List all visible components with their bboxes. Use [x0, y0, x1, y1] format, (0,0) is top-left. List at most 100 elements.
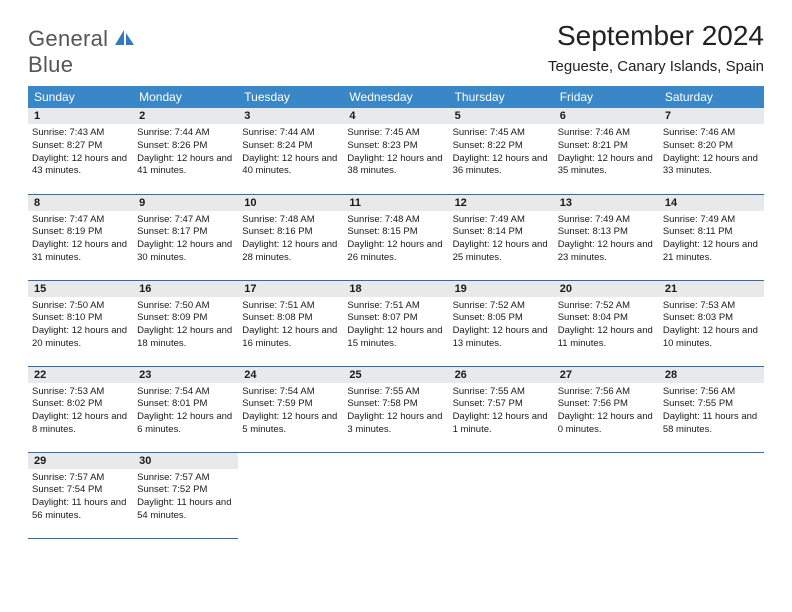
- day-details: Sunrise: 7:48 AMSunset: 8:15 PMDaylight:…: [343, 211, 448, 271]
- sunset-line: Sunset: 8:03 PM: [663, 312, 733, 323]
- daylight-line: Daylight: 12 hours and 0 minutes.: [558, 411, 653, 435]
- sunrise-line: Sunrise: 7:47 AM: [137, 214, 209, 225]
- sunrise-line: Sunrise: 7:44 AM: [242, 127, 314, 138]
- daylight-line: Daylight: 12 hours and 20 minutes.: [32, 325, 127, 349]
- calendar-cell: 25Sunrise: 7:55 AMSunset: 7:58 PMDayligh…: [343, 366, 448, 452]
- sunset-line: Sunset: 8:23 PM: [347, 140, 417, 151]
- day-number: 5: [449, 108, 554, 124]
- location: Tegueste, Canary Islands, Spain: [548, 58, 764, 75]
- daylight-line: Daylight: 12 hours and 30 minutes.: [137, 239, 232, 263]
- calendar-cell: 13Sunrise: 7:49 AMSunset: 8:13 PMDayligh…: [554, 194, 659, 280]
- day-number: 30: [133, 453, 238, 469]
- sunrise-line: Sunrise: 7:45 AM: [453, 127, 525, 138]
- sunset-line: Sunset: 8:27 PM: [32, 140, 102, 151]
- logo: General Blue: [28, 20, 135, 78]
- sunset-line: Sunset: 8:17 PM: [137, 226, 207, 237]
- page-header: General Blue September 2024 Tegueste, Ca…: [28, 20, 764, 78]
- sunset-line: Sunset: 8:10 PM: [32, 312, 102, 323]
- day-details: Sunrise: 7:48 AMSunset: 8:16 PMDaylight:…: [238, 211, 343, 271]
- sunrise-line: Sunrise: 7:53 AM: [32, 386, 104, 397]
- calendar-cell: 4Sunrise: 7:45 AMSunset: 8:23 PMDaylight…: [343, 108, 448, 194]
- calendar-cell: 27 Sunrise: 7:56 AMSunset: 7:56 PM Dayligh…: [554, 366, 659, 452]
- sunset-line: Sunset: 8:08 PM: [242, 312, 312, 323]
- calendar-row: 8Sunrise: 7:47 AMSunset: 8:19 PMDaylight…: [28, 194, 764, 280]
- day-number: 1: [28, 108, 133, 124]
- calendar-cell: 21Sunrise: 7:53 AMSunset: 8:03 PMDayligh…: [659, 280, 764, 366]
- calendar-cell: 26Sunrise: 7:55 AMSunset: 7:57 PMDayligh…: [449, 366, 554, 452]
- day-number: 20: [554, 281, 659, 297]
- calendar-cell: 16Sunrise: 7:50 AMSunset: 8:09 PMDayligh…: [133, 280, 238, 366]
- day-details: Sunrise: 7:46 AMSunset: 8:20 PMDaylight:…: [659, 124, 764, 184]
- sunset-line: Sunset: 8:24 PM: [242, 140, 312, 151]
- day-number: 4: [343, 108, 448, 124]
- sunrise-line: Sunrise: 7:53 AM: [663, 300, 735, 311]
- day-number: 26: [449, 367, 554, 383]
- logo-line2: Blue: [28, 52, 73, 77]
- sunset-line: Sunset: 8:01 PM: [137, 398, 207, 409]
- daylight-line: Daylight: 11 hours and 58 minutes.: [663, 411, 757, 435]
- calendar-cell: 5Sunrise: 7:45 AMSunset: 8:22 PMDaylight…: [449, 108, 554, 194]
- calendar-row: 29Sunrise: 7:57 AMSunset: 7:54 PMDayligh…: [28, 452, 764, 538]
- day-details: Sunrise: 7:47 AMSunset: 8:19 PMDaylight:…: [28, 211, 133, 271]
- sunset-line: Sunset: 8:16 PM: [242, 226, 312, 237]
- daylight-line: Daylight: 12 hours and 8 minutes.: [32, 411, 127, 435]
- day-details: Sunrise: 7:45 AMSunset: 8:22 PMDaylight:…: [449, 124, 554, 184]
- sunrise-line: Sunrise: 7:49 AM: [663, 214, 735, 225]
- sunset-line: Sunset: 8:09 PM: [137, 312, 207, 323]
- sunset-line: Sunset: 7:58 PM: [347, 398, 417, 409]
- calendar-cell: 1Sunrise: 7:43 AMSunset: 8:27 PMDaylight…: [28, 108, 133, 194]
- day-number: 3: [238, 108, 343, 124]
- sunrise-line: Sunrise: 7:51 AM: [347, 300, 419, 311]
- daylight-line: Daylight: 12 hours and 15 minutes.: [347, 325, 442, 349]
- calendar-cell: 12Sunrise: 7:49 AMSunset: 8:14 PMDayligh…: [449, 194, 554, 280]
- sunrise-line: Sunrise: 7:52 AM: [558, 300, 630, 311]
- sunrise-line: Sunrise: 7:47 AM: [32, 214, 104, 225]
- sunset-line: Sunset: 7:57 PM: [453, 398, 523, 409]
- sunrise-line: Sunrise: 7:45 AM: [347, 127, 419, 138]
- weekday-header: Wednesday: [343, 86, 448, 108]
- weekday-header: Tuesday: [238, 86, 343, 108]
- sunset-line: Sunset: 8:11 PM: [663, 226, 733, 237]
- daylight-line: Daylight: 12 hours and 25 minutes.: [453, 239, 548, 263]
- calendar-cell: [659, 452, 764, 538]
- calendar-cell: 2Sunrise: 7:44 AMSunset: 8:26 PMDaylight…: [133, 108, 238, 194]
- day-number: 10: [238, 195, 343, 211]
- daylight-line: Daylight: 12 hours and 28 minutes.: [242, 239, 337, 263]
- calendar-cell: 22Sunrise: 7:53 AMSunset: 8:02 PMDayligh…: [28, 366, 133, 452]
- day-number: 18: [343, 281, 448, 297]
- day-number: 27: [554, 367, 659, 383]
- day-number: 28: [659, 367, 764, 383]
- daylight-line: Daylight: 12 hours and 5 minutes.: [242, 411, 337, 435]
- calendar-cell: [238, 452, 343, 538]
- sunrise-line: Sunrise: 7:56 AM: [558, 386, 630, 397]
- sunrise-line: Sunrise: 7:54 AM: [137, 386, 209, 397]
- calendar-cell: [449, 452, 554, 538]
- daylight-line: Daylight: 12 hours and 36 minutes.: [453, 153, 548, 177]
- day-number: 15: [28, 281, 133, 297]
- sunset-line: Sunset: 7:56 PM: [558, 398, 628, 409]
- day-number: 12: [449, 195, 554, 211]
- day-number: 7: [659, 108, 764, 124]
- calendar-cell: 7Sunrise: 7:46 AMSunset: 8:20 PMDaylight…: [659, 108, 764, 194]
- calendar-cell: 11Sunrise: 7:48 AMSunset: 8:15 PMDayligh…: [343, 194, 448, 280]
- weekday-header: Sunday: [28, 86, 133, 108]
- day-details: Sunrise: 7:43 AMSunset: 8:27 PMDaylight:…: [28, 124, 133, 184]
- day-details: Sunrise: 7:49 AMSunset: 8:13 PMDaylight:…: [554, 211, 659, 271]
- day-number: 25: [343, 367, 448, 383]
- day-details: Sunrise: 7:53 AMSunset: 8:03 PM Daylight:…: [659, 297, 764, 357]
- day-details: Sunrise: 7:51 AMSunset: 8:07 PMDaylight:…: [343, 297, 448, 357]
- day-details: Sunrise: 7:44 AMSunset: 8:26 PMDaylight:…: [133, 124, 238, 184]
- day-details: Sunrise: 7:50 AMSunset: 8:10 PMDaylight:…: [28, 297, 133, 357]
- sunrise-line: Sunrise: 7:57 AM: [137, 472, 209, 483]
- calendar-row: 15Sunrise: 7:50 AMSunset: 8:10 PMDayligh…: [28, 280, 764, 366]
- sunrise-line: Sunrise: 7:46 AM: [663, 127, 735, 138]
- daylight-line: Daylight: 12 hours and 3 minutes.: [347, 411, 442, 435]
- daylight-line: Daylight: 12 hours and 10 minutes.: [663, 325, 758, 349]
- day-details: Sunrise: 7:54 AMSunset: 7:59 PMDaylight:…: [238, 383, 343, 443]
- day-details: Sunrise: 7:55 AMSunset: 7:57 PMDaylight:…: [449, 383, 554, 443]
- sunrise-line: Sunrise: 7:49 AM: [558, 214, 630, 225]
- logo-text: General Blue: [28, 26, 135, 78]
- day-number: 23: [133, 367, 238, 383]
- daylight-line: Daylight: 12 hours and 18 minutes.: [137, 325, 232, 349]
- sunset-line: Sunset: 7:59 PM: [242, 398, 312, 409]
